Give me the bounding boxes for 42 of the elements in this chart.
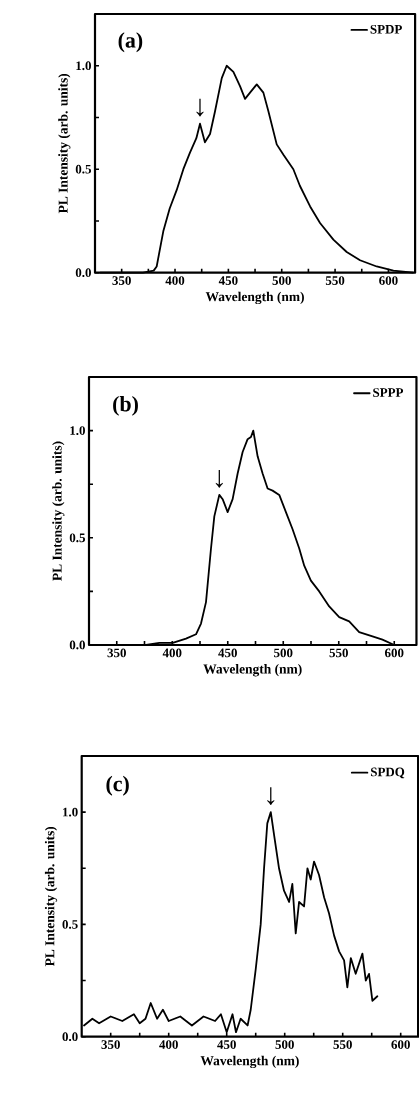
x-tick-label: 450	[217, 1040, 236, 1049]
annotation: (a)	[118, 32, 143, 53]
y-tick-label: 1.0	[76, 61, 91, 71]
x-tick-label: 350	[112, 276, 131, 285]
legend-label: SPPP	[373, 388, 404, 397]
x-tick-label: 400	[162, 648, 182, 658]
legend-label: SPDP	[370, 24, 402, 34]
y-tick-label: 0.5	[69, 533, 86, 543]
x-tick-label: 500	[275, 1040, 294, 1049]
x-tick-label: 400	[165, 276, 185, 285]
x-tick-label: 400	[159, 1040, 178, 1049]
y-tick-label: 0.0	[62, 1032, 78, 1042]
x-tick-label: 500	[274, 648, 293, 658]
x-tick-label: 450	[218, 276, 238, 285]
annotation: ↓	[267, 787, 275, 805]
y-tick-label: 0.5	[62, 920, 78, 929]
annotation: (c)	[106, 775, 129, 796]
x-tick-label: 550	[333, 1040, 352, 1049]
y-axis-title: PL Intensity (arb. units)	[44, 826, 58, 967]
x-tick-label: 350	[101, 1040, 120, 1049]
y-tick-label: 0.0	[75, 268, 91, 278]
x-tick-label: 550	[325, 276, 345, 285]
x-tick-label: 600	[379, 276, 398, 285]
x-tick-label: 600	[384, 648, 404, 658]
legend-label: SPDQ	[370, 767, 405, 779]
x-tick-label: 500	[272, 276, 291, 285]
annotation: ↓	[196, 98, 204, 117]
y-tick-label: 0.0	[69, 640, 85, 650]
x-axis-title: Wavelength (nm)	[200, 1055, 299, 1069]
x-tick-label: 550	[329, 648, 348, 658]
x-tick-label: 600	[391, 1040, 410, 1049]
x-axis-title: Wavelength (nm)	[205, 291, 304, 305]
x-tick-label: 350	[107, 648, 126, 658]
x-tick-label: 450	[218, 648, 237, 658]
x-axis-title: Wavelength (nm)	[203, 664, 302, 677]
y-tick-label: 1.0	[70, 426, 85, 435]
y-axis-title: PL Intensity (arb. units)	[58, 73, 71, 214]
annotation: ↓	[215, 470, 223, 488]
y-tick-label: 1.0	[63, 807, 78, 817]
y-tick-label: 0.5	[75, 164, 92, 174]
y-axis-title: PL Intensity (arb. units)	[52, 441, 65, 581]
annotation: (b)	[113, 395, 138, 416]
